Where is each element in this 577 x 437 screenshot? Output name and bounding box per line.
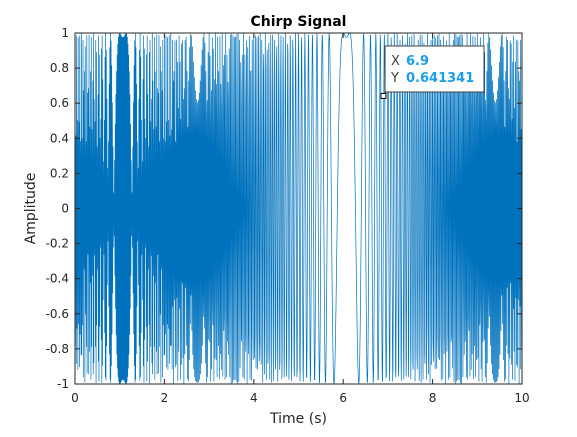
y-tick-label: 0.6 bbox=[50, 96, 69, 110]
y-tick-label: -1 bbox=[57, 377, 69, 391]
data-tip-x-value: 6.9 bbox=[406, 54, 429, 69]
data-tip-box[interactable] bbox=[384, 45, 485, 93]
y-tick-label: -0.2 bbox=[46, 237, 69, 251]
x-tick-label: 4 bbox=[250, 391, 258, 405]
y-axis-label: Amplitude bbox=[23, 173, 39, 245]
x-tick-label: 10 bbox=[514, 391, 529, 405]
x-axis-ticks: 0 2 4 6 8 10 bbox=[71, 33, 530, 405]
x-tick-label: 2 bbox=[161, 391, 169, 405]
data-tip-marker[interactable] bbox=[380, 92, 387, 99]
data-tip-x-key: X bbox=[391, 54, 400, 69]
data-tip[interactable]: X 6.9 Y 0.641341 bbox=[380, 45, 485, 99]
data-tip-y-value: 0.641341 bbox=[406, 71, 474, 86]
x-tick-label: 8 bbox=[429, 391, 437, 405]
x-tick-label: 6 bbox=[339, 391, 347, 405]
data-tip-y-key: Y bbox=[390, 71, 399, 86]
y-tick-label: -0.4 bbox=[46, 272, 69, 286]
chart-title: Chirp Signal bbox=[251, 14, 347, 30]
y-tick-label: 0.2 bbox=[50, 166, 69, 180]
x-axis-label: Time (s) bbox=[269, 411, 327, 427]
y-tick-label: -0.8 bbox=[46, 342, 69, 356]
y-tick-label: 1 bbox=[61, 26, 69, 40]
y-tick-label: 0.8 bbox=[50, 61, 69, 75]
x-tick-label: 0 bbox=[71, 391, 79, 405]
y-tick-label: 0 bbox=[61, 202, 69, 216]
y-axis-ticks: 1 0.8 0.6 0.4 0.2 0 -0.2 -0.4 -0.6 -0.8 -1 bbox=[46, 26, 522, 391]
y-tick-label: -0.6 bbox=[46, 307, 69, 321]
y-tick-label: 0.4 bbox=[50, 131, 69, 145]
